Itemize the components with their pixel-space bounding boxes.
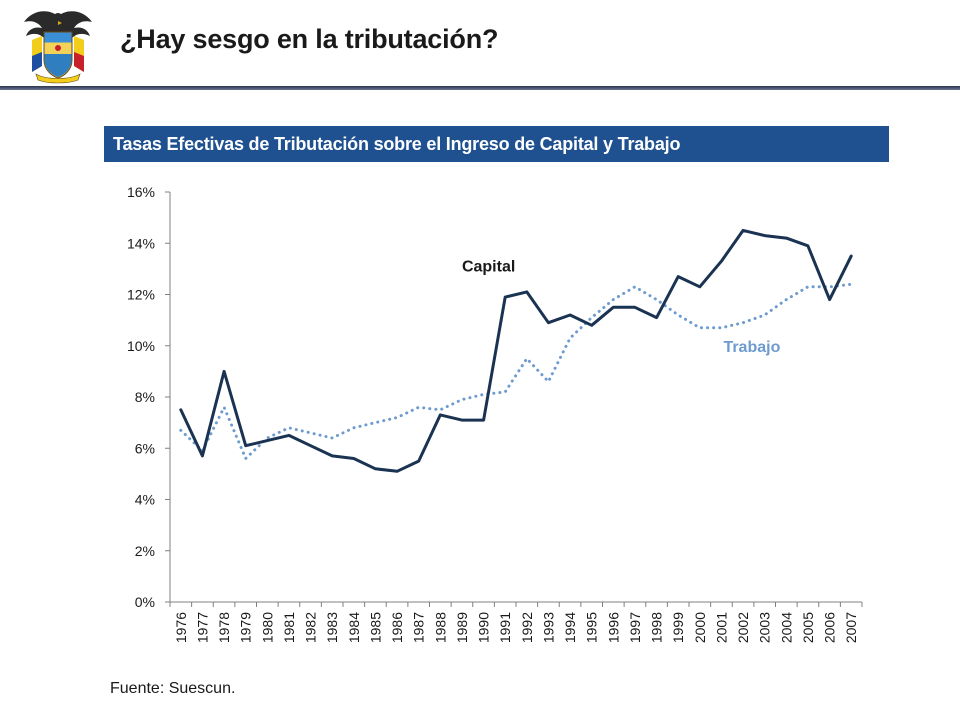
- source-note: Fuente: Suescun.: [110, 680, 236, 697]
- x-tick-label: 1983: [324, 612, 340, 643]
- x-tick-label: 1988: [432, 612, 448, 643]
- x-tick-label: 1997: [627, 612, 643, 643]
- x-tick-label: 1984: [346, 612, 362, 643]
- x-tick-label: 1985: [367, 612, 383, 643]
- x-tick-label: 2004: [778, 612, 794, 643]
- x-tick-label: 2000: [692, 612, 708, 643]
- coat-of-arms-logo: [24, 11, 92, 84]
- trabajo-series-label: Trabajo: [723, 339, 780, 356]
- y-tick-label: 6%: [135, 440, 155, 456]
- x-tick-label: 2007: [843, 612, 859, 643]
- x-tick-label: 1979: [238, 612, 254, 643]
- x-tick-label: 1996: [605, 612, 621, 643]
- series-line-trabajo: [179, 282, 853, 460]
- capital-series-label: Capital: [462, 258, 515, 275]
- chart-title-banner: Tasas Efectivas de Tributación sobre el …: [104, 126, 889, 162]
- series-line-capital: [179, 228, 853, 473]
- chart-title: Tasas Efectivas de Tributación sobre el …: [113, 134, 681, 154]
- x-tick-label: 1986: [389, 612, 405, 643]
- x-tick-label: 1977: [194, 612, 210, 643]
- y-tick-label: 8%: [135, 389, 155, 405]
- x-tick-label: 1994: [562, 612, 578, 643]
- x-tick-label: 1992: [519, 612, 535, 643]
- page-title: ¿Hay sesgo en la tributación?: [120, 24, 499, 54]
- x-tick-label: 1987: [411, 612, 427, 643]
- x-tick-label: 1980: [259, 612, 275, 643]
- x-tick-label: 1998: [649, 612, 665, 643]
- x-tick-label: 1989: [454, 612, 470, 643]
- x-tick-label: 2006: [822, 612, 838, 643]
- y-tick-label: 2%: [135, 543, 155, 559]
- x-tick-label: 1990: [476, 612, 492, 643]
- x-tick-label: 1981: [281, 612, 297, 643]
- x-tick-label: 1991: [497, 612, 513, 643]
- header-divider: [0, 86, 960, 90]
- y-tick-label: 16%: [127, 184, 155, 200]
- x-tick-label: 1999: [670, 612, 686, 643]
- x-tick-label: 1993: [540, 612, 556, 643]
- y-tick-label: 12%: [127, 287, 155, 303]
- y-tick-label: 0%: [135, 594, 155, 610]
- x-tick-label: 2005: [800, 612, 816, 643]
- y-tick-label: 10%: [127, 338, 155, 354]
- x-tick-label: 1982: [303, 612, 319, 643]
- x-tick-label: 1978: [216, 612, 232, 643]
- x-tick-label: 2003: [757, 612, 773, 643]
- y-tick-label: 14%: [127, 235, 155, 251]
- x-tick-label: 2001: [713, 612, 729, 643]
- x-tick-label: 1995: [584, 612, 600, 643]
- x-tick-label: 1976: [173, 612, 189, 643]
- y-tick-label: 4%: [135, 492, 155, 508]
- x-tick-label: 2002: [735, 612, 751, 643]
